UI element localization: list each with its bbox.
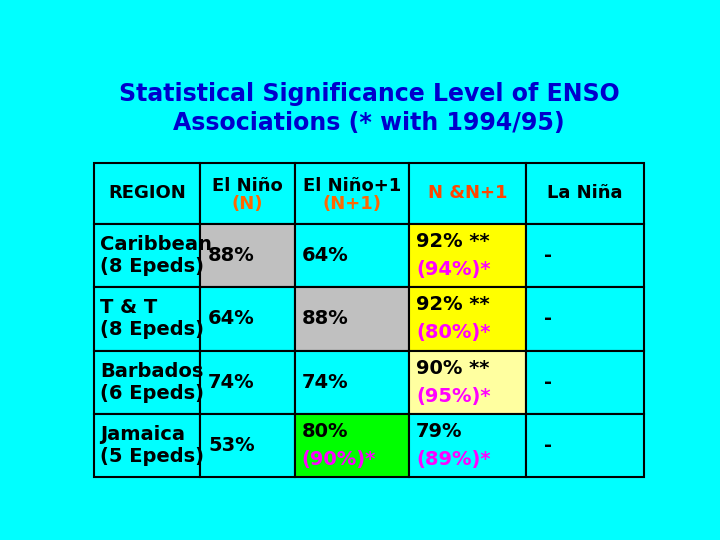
Bar [526, 287, 644, 350]
Text: 64%: 64% [208, 309, 255, 328]
Bar [94, 224, 200, 287]
Bar [526, 414, 644, 477]
Bar [200, 414, 295, 477]
Bar [295, 414, 409, 477]
Text: El Niño: El Niño [212, 177, 283, 195]
Text: T & T
(8 Epeds): T & T (8 Epeds) [100, 299, 204, 340]
Bar [200, 163, 295, 224]
Text: (89%)*: (89%)* [416, 450, 490, 469]
Bar [409, 414, 526, 477]
Text: Caribbean
(8 Epeds): Caribbean (8 Epeds) [100, 235, 212, 276]
Text: (94%)*: (94%)* [416, 260, 490, 279]
Bar [409, 287, 526, 350]
Text: El Niño+1: El Niño+1 [303, 177, 401, 195]
Text: Barbados
(6 Epeds): Barbados (6 Epeds) [100, 362, 204, 403]
Bar [295, 287, 409, 350]
Bar [526, 224, 644, 287]
Bar [94, 287, 200, 350]
Text: -: - [544, 309, 552, 328]
Text: (90%)*: (90%)* [302, 450, 376, 469]
Text: 92% **: 92% ** [416, 232, 490, 251]
Bar [409, 350, 526, 414]
Bar [200, 350, 295, 414]
Bar [94, 163, 200, 224]
Text: -: - [544, 246, 552, 265]
Bar [295, 224, 409, 287]
Bar [409, 163, 526, 224]
Bar [295, 350, 409, 414]
Text: (80%)*: (80%)* [416, 323, 490, 342]
Text: 90% **: 90% ** [416, 359, 490, 378]
Text: 74%: 74% [208, 373, 255, 392]
Text: 88%: 88% [302, 309, 348, 328]
Text: -: - [544, 436, 552, 455]
Text: 79%: 79% [416, 422, 462, 441]
Bar [409, 224, 526, 287]
Text: 53%: 53% [208, 436, 255, 455]
Bar [526, 350, 644, 414]
Text: Jamaica
(5 Epeds): Jamaica (5 Epeds) [100, 425, 204, 466]
Text: REGION: REGION [109, 184, 186, 202]
Text: (95%)*: (95%)* [416, 387, 490, 406]
Text: 80%: 80% [302, 422, 348, 441]
Text: Statistical Significance Level of ENSO
Associations (* with 1994/95): Statistical Significance Level of ENSO A… [119, 82, 619, 136]
Text: 74%: 74% [302, 373, 348, 392]
Text: 92% **: 92% ** [416, 295, 490, 314]
Text: N &N+1: N &N+1 [428, 184, 508, 202]
Text: 88%: 88% [208, 246, 255, 265]
Bar [200, 287, 295, 350]
Text: (N): (N) [232, 195, 264, 213]
Text: -: - [544, 373, 552, 392]
Bar [526, 163, 644, 224]
Text: (N+1): (N+1) [323, 195, 382, 213]
Bar [94, 350, 200, 414]
Text: La Niña: La Niña [547, 184, 623, 202]
Bar [295, 163, 409, 224]
Bar [94, 414, 200, 477]
Bar [200, 224, 295, 287]
Text: 64%: 64% [302, 246, 348, 265]
